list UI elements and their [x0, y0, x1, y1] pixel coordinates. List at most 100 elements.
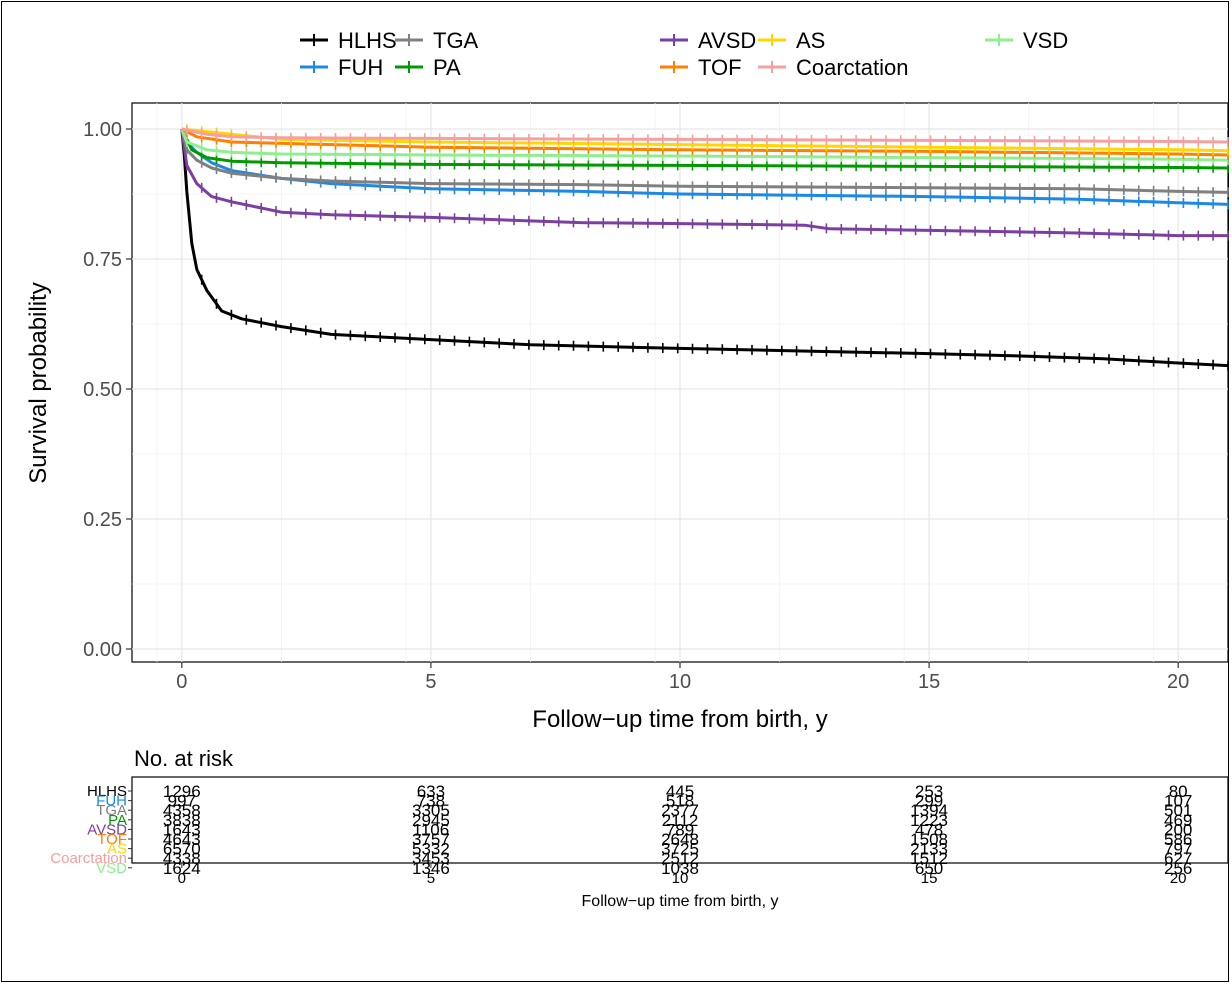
risk-count: 1296	[163, 782, 201, 801]
risk-count: 299	[915, 792, 943, 811]
curve-line	[181, 127, 1229, 153]
legend-label: FUH	[338, 55, 383, 80]
risk-count: 253	[915, 782, 943, 801]
risk-count: 997	[168, 792, 196, 811]
legend-item-pa: PA	[395, 55, 461, 80]
risk-count: 633	[417, 782, 445, 801]
risk-row-label: VSD	[96, 860, 127, 877]
risk-count: 789	[666, 820, 694, 839]
risk-row-label: AVSD	[87, 821, 127, 838]
risk-count: 3453	[412, 849, 450, 868]
risk-row-label: PA	[108, 812, 127, 829]
curve-line	[180, 128, 1228, 238]
risk-count: 3838	[163, 811, 201, 830]
y-tick-label: 0.25	[83, 509, 122, 531]
censor-marks	[186, 160, 1229, 241]
risk-count: 586	[1164, 830, 1192, 849]
risk-count: 738	[417, 792, 445, 811]
risk-row-label: TOF	[97, 831, 127, 848]
x-axis-label: Follow−up time from birth, y	[532, 706, 827, 733]
curve-line	[180, 128, 1229, 170]
risk-count: 627	[1164, 849, 1192, 868]
x-tick-label: 15	[918, 671, 940, 693]
curve-line	[180, 128, 1229, 368]
curve-line	[180, 128, 1229, 162]
risk-count: 4338	[163, 849, 201, 868]
risk-count: 478	[915, 820, 943, 839]
y-tick-label: 0.75	[83, 249, 122, 271]
risk-count: 4643	[163, 830, 201, 849]
series-avsd	[180, 128, 1229, 241]
legend-item-tga: TGA	[395, 28, 479, 53]
risk-count: 1508	[910, 830, 948, 849]
legend-item-vsd: VSD	[985, 28, 1068, 53]
risk-count: 200	[1164, 820, 1192, 839]
risk-count: 80	[1169, 782, 1188, 801]
risk-count: 2512	[661, 849, 699, 868]
risk-count: 1038	[661, 859, 699, 878]
legend-label: AS	[796, 28, 825, 53]
series-hlhs	[180, 128, 1229, 371]
legend-item-fuh: FUH	[300, 55, 383, 80]
legend-label: Coarctation	[796, 55, 909, 80]
legend-item-tof: TOF	[660, 55, 742, 80]
censor-marks	[186, 186, 1229, 371]
censor-marks	[186, 144, 1229, 198]
risk-count: 2112	[662, 811, 699, 830]
axes: 0 5 10 15 20 0.00 0.25 0.50 0.75 1.00	[83, 119, 1189, 693]
risk-count: 3305	[412, 801, 450, 820]
legend-label: AVSD	[698, 28, 756, 53]
risk-count: 1106	[413, 820, 450, 839]
curve-line	[181, 127, 1229, 157]
risk-x-tick-label: 15	[921, 870, 938, 887]
risk-count: 1346	[412, 859, 450, 878]
risk-count: 3725	[661, 840, 699, 859]
risk-count: 256	[1164, 859, 1192, 878]
y-tick-label: 0.50	[83, 379, 122, 401]
risk-row-label: FUH	[96, 793, 127, 810]
risk-count: 469	[1164, 811, 1192, 830]
risk-row-as: AS 6570 5332 3725 2133 797	[107, 840, 1192, 859]
survival-curves	[180, 124, 1229, 371]
risk-row-label: HLHS	[87, 783, 127, 800]
legend-label: VSD	[1023, 28, 1068, 53]
risk-count: 1624	[163, 859, 201, 878]
risk-row-tof: TOF 4643 3757 2648 1508 586	[97, 830, 1192, 849]
risk-count: 2377	[661, 801, 699, 820]
legend-item-as: AS	[758, 28, 825, 53]
y-tick-label: 1.00	[83, 119, 122, 141]
risk-count: 2133	[910, 840, 948, 859]
risk-count: 3757	[412, 830, 450, 849]
x-tick-label: 20	[1167, 671, 1189, 693]
risk-count: 501	[1164, 801, 1192, 820]
legend-label: TGA	[433, 28, 479, 53]
legend-label: HLHS	[338, 28, 397, 53]
risk-x-tick-label: 5	[427, 870, 435, 887]
risk-row-coarctation: Coarctation 4338 3453 2512 1512 627	[50, 849, 1192, 868]
x-tick-label: 5	[425, 671, 436, 693]
legend-item-avsd: AVSD	[660, 28, 756, 53]
risk-count: 2945	[412, 811, 450, 830]
censor-marks	[186, 137, 1229, 166]
risk-count: 1223	[910, 811, 948, 830]
risk-x-tick-label: 20	[1170, 870, 1187, 887]
series-coarctation	[181, 125, 1229, 147]
y-tick-label: 0.00	[83, 639, 122, 661]
series-vsd	[180, 128, 1229, 166]
legend-item-hlhs: HLHS	[300, 28, 397, 53]
curve-line	[180, 128, 1229, 194]
risk-table-x-label: Follow−up time from birth, y	[582, 893, 779, 910]
y-axis-label: Survival probability	[25, 282, 52, 483]
censor-marks	[186, 125, 1229, 147]
series-tga	[180, 128, 1229, 198]
legend-label: TOF	[698, 55, 742, 80]
risk-x-tick-label: 0	[178, 870, 186, 887]
risk-count: 6570	[163, 840, 201, 859]
x-tick-label: 10	[669, 671, 691, 693]
risk-row-label: AS	[107, 841, 127, 858]
risk-count: 1643	[163, 820, 201, 839]
risk-x-tick-label: 10	[672, 870, 689, 887]
risk-count: 4358	[163, 801, 201, 820]
risk-row-hlhs: HLHS 1296 633 445 253 80	[87, 782, 1188, 801]
